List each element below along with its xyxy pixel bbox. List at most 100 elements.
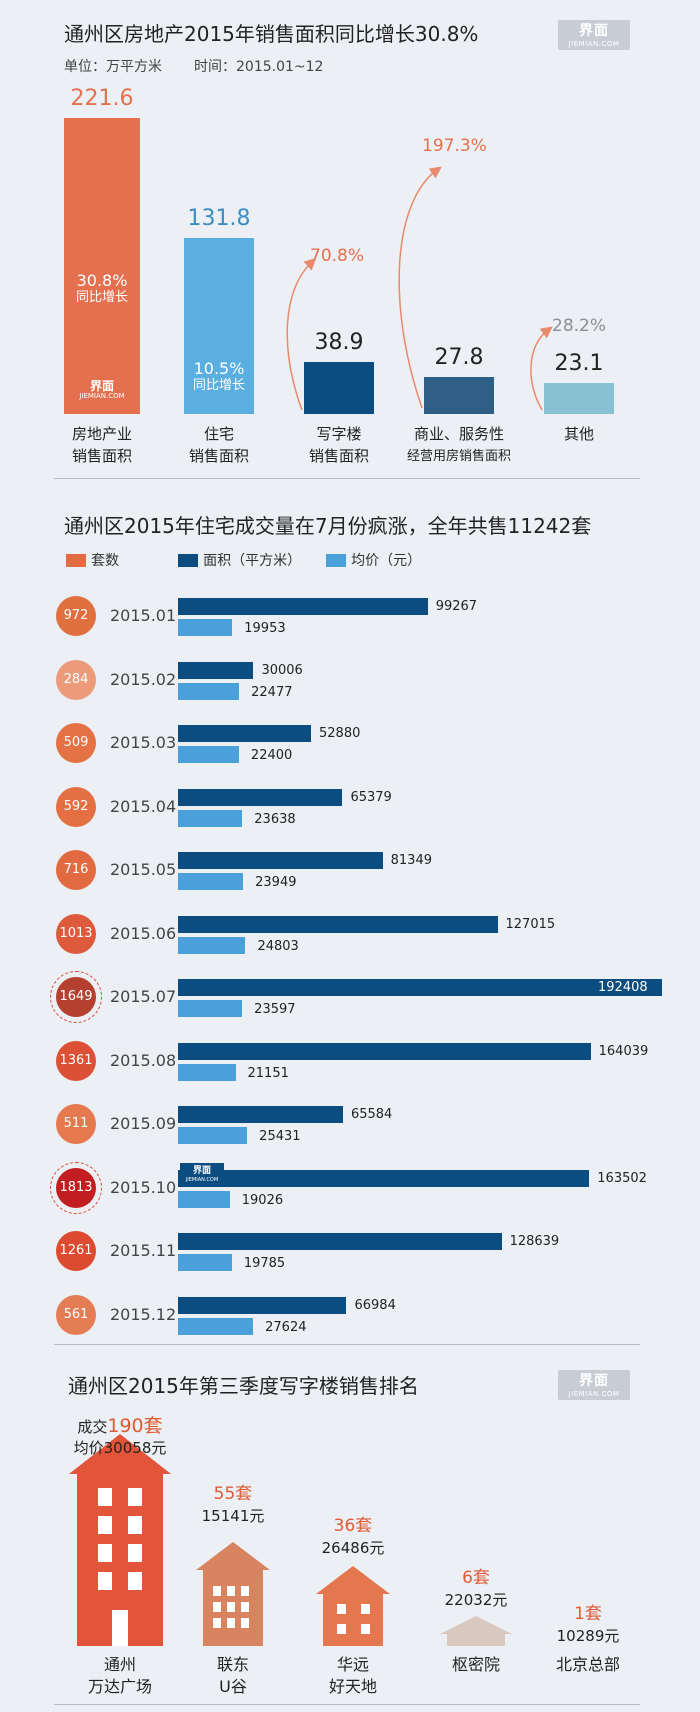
logo-2: 界面 JIEMIAN.COM — [558, 1370, 630, 1400]
door-0 — [112, 1610, 128, 1646]
area-value-4: 81349 — [390, 853, 432, 868]
legend-swatch-count — [66, 554, 86, 567]
area-bar-4 — [178, 852, 383, 869]
count-circle-0: 972 — [56, 596, 96, 636]
price-value-3: 23638 — [254, 811, 296, 827]
growth-label-2: 70.8% — [310, 246, 365, 266]
area-value-3: 65379 — [350, 789, 392, 805]
rank-count-prefix-0: 成交 — [77, 1418, 108, 1436]
month-label-5: 2015.06 — [110, 923, 177, 943]
price-value-6: 23597 — [254, 1002, 296, 1017]
bar-3 — [424, 376, 494, 414]
rank-price-3: 22032元 — [444, 1591, 508, 1609]
price-value-8: 25431 — [259, 1129, 301, 1144]
price-value-9: 19026 — [241, 1192, 284, 1208]
rank-price-4: 10289元 — [556, 1627, 620, 1645]
month-ring-9 — [50, 1161, 102, 1214]
area-bar-3 — [178, 788, 343, 806]
arrow-office — [286, 257, 317, 411]
rank-price-prefix-0: 均价 — [73, 1439, 104, 1457]
bar-value-2: 38.9 — [314, 330, 364, 356]
rank-name-0-0: 通州 — [103, 1655, 136, 1674]
bar-value-1: 131.8 — [187, 205, 251, 231]
category-label-0-0: 房地产业 — [71, 425, 132, 443]
price-bar-4 — [178, 873, 244, 890]
window-1-1-1 — [227, 1602, 235, 1612]
count-circle-5: 1013 — [56, 913, 96, 954]
section3-title: 通州区2015年第三季度写字楼销售排名 — [68, 1374, 419, 1398]
bar-4 — [544, 383, 614, 414]
area-value-8: 65584 — [350, 1107, 393, 1122]
price-bar-7 — [178, 1063, 236, 1081]
area-value-6: 192408 — [598, 980, 648, 995]
area-bar-11 — [178, 1296, 347, 1314]
month-label-1: 2015.02 — [110, 669, 177, 689]
window-2-1-0 — [337, 1624, 346, 1634]
price-bar-2 — [178, 746, 239, 763]
month-label-0: 2015.01 — [110, 606, 177, 625]
price-bar-11 — [178, 1317, 254, 1335]
period-label: 时间：2015.01~12 — [194, 59, 324, 75]
area-value-10: 128639 — [509, 1234, 560, 1249]
count-circle-7: 1361 — [56, 1040, 96, 1081]
window-1-1-2 — [241, 1602, 249, 1612]
growth-label-1: 10.5% — [193, 359, 245, 378]
bar-logo: 界面 JIEMIAN.COM — [70, 380, 134, 401]
area-value-11: 66984 — [354, 1297, 396, 1313]
legend-count: 套数 — [66, 550, 119, 570]
rank-count-value-0: 190套 — [107, 1415, 163, 1437]
price-bar-6 — [178, 1000, 243, 1017]
price-value-5: 24803 — [257, 938, 299, 954]
rank-name-0-1: 万达广场 — [87, 1677, 152, 1696]
window-0-3-1 — [128, 1572, 142, 1590]
category-label-3-0: 商业、服务性 — [413, 425, 504, 443]
monthly-bar-chart: 972 2015.01 99267 19953 284 2015.02 30006 22477… — [50, 596, 662, 1335]
rank-name-4-0: 北京总部 — [555, 1655, 620, 1674]
window-0-0-1 — [128, 1488, 142, 1506]
bar-value-3: 27.8 — [434, 344, 484, 370]
window-2-1-1 — [361, 1624, 370, 1634]
price-bar-3 — [178, 809, 243, 827]
rank-count-1: 55套 — [213, 1484, 253, 1504]
legend-price: 均价（元） — [326, 550, 421, 570]
rank-count-0: 成交190套 — [50, 1416, 190, 1437]
logo-watermark: 界面 JIEMIAN.COM — [180, 1163, 224, 1183]
building-roof-0 — [69, 1434, 171, 1474]
area-value-2: 52880 — [319, 726, 361, 741]
area-value-1: 30006 — [261, 662, 303, 678]
count-circle-6: 1649 — [56, 977, 96, 1017]
month-label-10: 2015.11 — [110, 1241, 177, 1260]
legend-swatch-area — [178, 554, 198, 567]
window-1-0-2 — [241, 1586, 249, 1596]
window-0-1-0 — [98, 1516, 112, 1534]
building-roof-shape-2 — [316, 1566, 390, 1594]
price-value-0: 19953 — [244, 621, 286, 636]
window-2-0-0 — [337, 1604, 346, 1614]
bar-value-4: 23.1 — [554, 351, 604, 377]
count-circle-10: 1261 — [56, 1231, 96, 1271]
divider-1 — [54, 478, 640, 479]
arrow-commercial — [398, 166, 442, 409]
section2-title: 通州区2015年住宅成交量在7月份疯涨，全年共售11242套 — [64, 514, 592, 538]
month-ring-6 — [50, 971, 102, 1023]
bar-logo-cn: 界面 — [89, 379, 114, 393]
price-bar-10 — [178, 1254, 232, 1271]
month-label-6: 2015.07 — [110, 987, 177, 1006]
rank-count-4: 1套 — [574, 1604, 602, 1624]
building-roof-3 — [440, 1616, 512, 1634]
count-circle-3: 592 — [56, 786, 96, 827]
rank-name-3-0: 枢密院 — [451, 1655, 500, 1674]
price-value-4: 23949 — [255, 875, 297, 890]
window-0-0-0 — [98, 1488, 112, 1506]
area-bar-6 — [178, 979, 662, 996]
month-label-3: 2015.04 — [110, 796, 177, 816]
area-bar-9 — [178, 1169, 590, 1187]
category-label-4-0: 其他 — [563, 425, 594, 443]
month-label-9: 2015.10 — [110, 1177, 177, 1197]
rank-price-1: 15141元 — [201, 1507, 265, 1525]
legend-area: 面积（平方米） — [178, 550, 301, 570]
growth-label-4: 28.2% — [552, 316, 607, 336]
price-value-7: 21151 — [247, 1065, 289, 1081]
window-1-1-0 — [213, 1602, 221, 1612]
logo: 界面 JIEMIAN.COM — [558, 20, 630, 50]
